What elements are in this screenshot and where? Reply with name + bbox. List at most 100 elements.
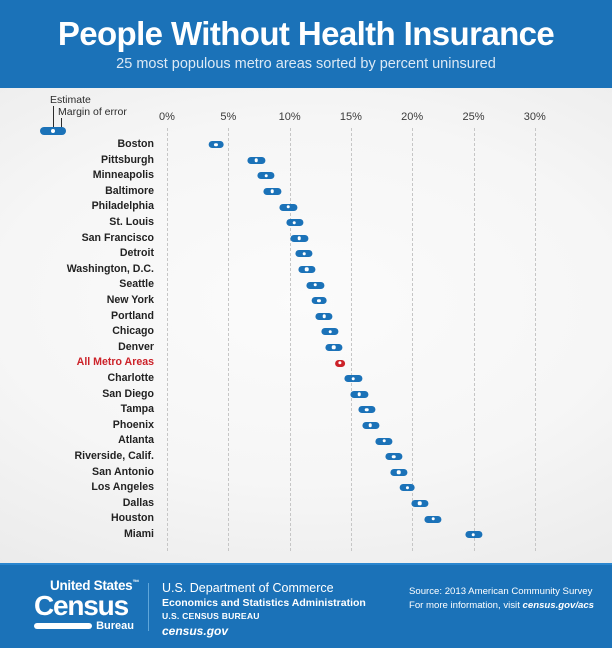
plot-region: Estimate Margin of error 0% 5% 10% 15% 20% 25…	[0, 88, 612, 563]
row-label-all-metro-areas: All Metro Areas	[76, 356, 154, 369]
chart-row: Seattle	[0, 277, 612, 293]
row-label-riverside-calif: Riverside, Calif.	[74, 450, 154, 462]
agency-bureau: U.S. CENSUS BUREAU	[162, 611, 260, 622]
source-more-info: For more information, visit census.gov/a…	[409, 599, 594, 613]
row-label-st-louis: St. Louis	[109, 216, 154, 228]
data-marker	[385, 453, 403, 461]
legend-estimate-label: Estimate	[50, 94, 91, 106]
chart-row: Los Angeles	[0, 480, 612, 496]
data-marker	[279, 203, 297, 211]
chart-row: Miami	[0, 527, 612, 543]
row-label-detroit: Detroit	[119, 247, 154, 260]
data-marker	[257, 172, 275, 180]
logo-bar-shape	[34, 623, 93, 629]
chart-legend: Estimate Margin of error	[20, 94, 170, 140]
legend-estimate-leader-line	[53, 106, 54, 128]
x-axis-tick-labels: 0% 5% 10% 15% 20% 25% 30%	[0, 88, 612, 563]
chart-row: Houston	[0, 511, 612, 527]
chart-row: Philadelphia	[0, 199, 612, 215]
row-label-minneapolis: Minneapolis	[92, 169, 154, 182]
data-marker	[464, 531, 483, 539]
row-label-portland: Portland	[111, 309, 154, 322]
gridline-15	[350, 128, 352, 551]
logo-bar-row: Bureau	[34, 620, 134, 632]
chart-row: Detroit	[0, 246, 612, 262]
x-tick-label: 30%	[523, 111, 546, 123]
x-tick-label: 25%	[462, 111, 485, 123]
chart-area: Estimate Margin of error 0% 5% 10% 15% 20% 25…	[0, 88, 612, 563]
gridline-25	[473, 128, 475, 551]
data-marker	[344, 375, 362, 383]
legend-margin-leader-line	[61, 118, 62, 128]
chart-row: Atlanta	[0, 433, 612, 449]
data-marker	[390, 468, 408, 476]
agency-department: U.S. Department of Commerce	[162, 581, 334, 595]
data-marker	[315, 312, 333, 320]
gridline-0	[167, 128, 168, 551]
data-marker	[375, 437, 393, 445]
x-tick-label: 15%	[339, 111, 362, 123]
row-label-houston: Houston	[111, 512, 154, 525]
gridline-20	[412, 128, 414, 551]
data-marker	[334, 359, 345, 367]
row-label-pittsburgh: Pittsburgh	[101, 153, 154, 166]
row-label-san-antonio: San Antonio	[92, 465, 154, 478]
data-marker	[295, 250, 313, 258]
chart-row: Portland	[0, 309, 612, 325]
legend-margin-of-error-label: Margin of error	[58, 106, 127, 118]
data-marker	[306, 281, 324, 289]
row-label-philadelphia: Philadelphia	[91, 200, 154, 213]
footer-divider	[148, 583, 149, 631]
chart-row: Baltimore	[0, 184, 612, 200]
chart-row: Boston	[0, 137, 612, 153]
chart-row: Washington, D.C.	[0, 262, 612, 278]
data-marker	[263, 187, 281, 195]
agency-administration: Economics and Statistics Administration	[162, 596, 366, 609]
agency-info: U.S. Department of Commerce Economics an…	[162, 581, 366, 639]
row-label-denver: Denver	[118, 340, 154, 353]
data-marker	[358, 406, 376, 414]
chart-row: Charlotte	[0, 371, 612, 387]
page-title: People Without Health Insurance	[57, 14, 555, 52]
gridline-10	[289, 128, 291, 551]
chart-row: Pittsburgh	[0, 153, 612, 169]
trademark-icon: ™	[132, 579, 140, 587]
row-label-washington-d-c: Washington, D.C.	[66, 262, 154, 275]
row-label-tampa: Tampa	[120, 403, 154, 416]
row-label-chicago: Chicago	[112, 325, 154, 338]
x-tick-label: 10%	[278, 111, 301, 123]
source-info: Source: 2013 American Community Survey F…	[409, 585, 594, 614]
row-label-boston: Boston	[117, 138, 154, 150]
data-marker	[208, 141, 224, 149]
footer-banner: United States™ Census Bureau U.S. Depart…	[0, 563, 612, 648]
data-marker	[325, 343, 343, 351]
source-link[interactable]: census.gov/acs	[522, 600, 594, 612]
row-label-atlanta: Atlanta	[118, 434, 154, 447]
data-marker	[285, 219, 304, 227]
row-label-los-angeles: Los Angeles	[91, 481, 154, 494]
chart-row: Denver	[0, 340, 612, 356]
chart-row: San Diego	[0, 387, 612, 403]
data-marker	[399, 484, 415, 492]
logo-census-text: Census	[34, 589, 129, 621]
x-tick-label: 20%	[401, 111, 424, 123]
data-marker	[361, 421, 380, 429]
gridline-30	[534, 128, 536, 551]
legend-marker-swatch	[40, 127, 66, 135]
census-logo: United States™ Census Bureau	[34, 578, 140, 632]
logo-united-states-text: United States™	[50, 578, 140, 593]
row-label-baltimore: Baltimore	[105, 184, 154, 197]
chart-row: Minneapolis	[0, 168, 612, 184]
header-banner: People Without Health Insurance 25 most …	[0, 0, 612, 88]
data-marker	[424, 515, 442, 523]
row-label-dallas: Dallas	[122, 496, 154, 509]
x-tick-label: 0%	[159, 111, 175, 123]
chart-row: Dallas	[0, 496, 612, 512]
chart-row: St. Louis	[0, 215, 612, 231]
row-label-san-francisco: San Francisco	[81, 231, 154, 244]
source-survey: Source: 2013 American Community Survey	[408, 586, 593, 597]
data-marker	[247, 156, 266, 164]
page-subtitle: 25 most populous metro areas sorted by p…	[116, 55, 496, 72]
agency-website[interactable]: census.gov	[162, 624, 229, 639]
chart-row: Phoenix	[0, 418, 612, 434]
